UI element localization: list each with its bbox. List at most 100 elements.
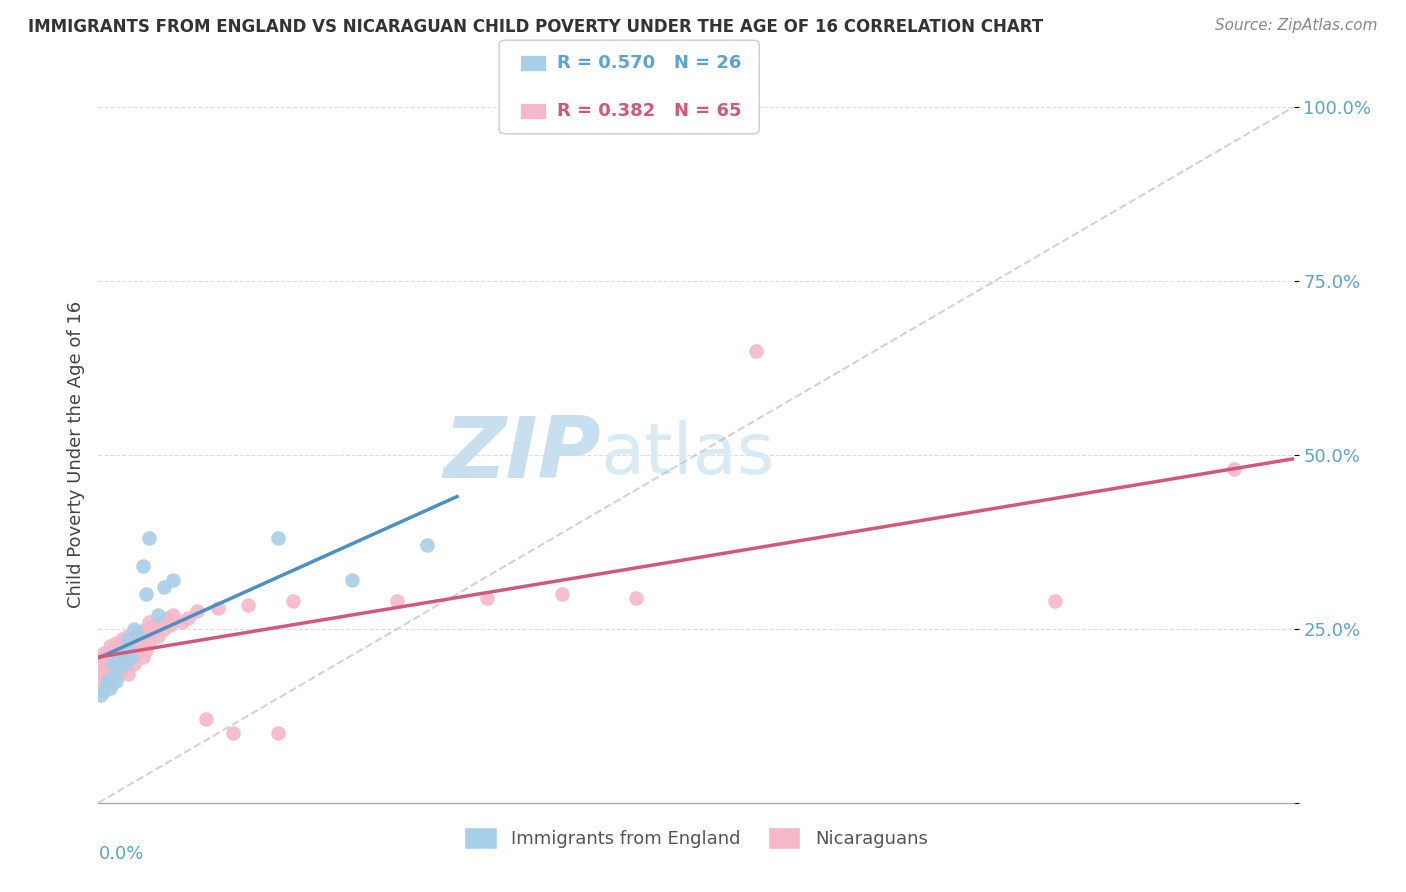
Point xyxy=(111,660,134,674)
Point xyxy=(267,532,290,546)
Point xyxy=(96,649,118,664)
Point xyxy=(135,642,157,657)
Point xyxy=(111,646,134,660)
Point xyxy=(129,642,152,657)
Point xyxy=(93,657,115,671)
Point xyxy=(108,653,131,667)
Point xyxy=(385,594,409,608)
Point xyxy=(103,657,125,671)
Point xyxy=(108,639,131,653)
Point xyxy=(105,674,128,689)
Point xyxy=(222,726,245,740)
Text: atlas: atlas xyxy=(600,420,775,490)
Point xyxy=(186,605,208,619)
Text: ZIP: ZIP xyxy=(443,413,600,497)
Point xyxy=(550,587,572,601)
Point xyxy=(626,591,648,605)
Point xyxy=(281,594,304,608)
Point xyxy=(127,625,149,640)
Point xyxy=(177,611,200,625)
Point xyxy=(114,657,136,671)
Point xyxy=(153,622,176,636)
Point xyxy=(96,674,118,689)
Point xyxy=(103,657,125,671)
Point xyxy=(108,649,131,664)
Point xyxy=(162,573,184,587)
Point xyxy=(117,632,139,647)
Point xyxy=(117,629,139,643)
Point xyxy=(105,649,128,664)
Point xyxy=(416,538,439,552)
Point xyxy=(124,657,146,671)
Point xyxy=(127,646,149,660)
Point xyxy=(117,667,139,681)
Point xyxy=(98,639,122,653)
Point xyxy=(111,632,134,647)
Point xyxy=(745,343,768,358)
Point xyxy=(127,629,149,643)
Point xyxy=(153,580,176,594)
Point xyxy=(172,615,194,629)
Point xyxy=(108,660,131,674)
Point xyxy=(103,671,125,685)
Point xyxy=(108,667,131,681)
Point xyxy=(105,636,128,650)
Point xyxy=(124,622,146,636)
Point xyxy=(117,642,139,657)
Point xyxy=(148,607,170,622)
Point xyxy=(105,664,128,678)
Point xyxy=(138,532,160,546)
Text: IMMIGRANTS FROM ENGLAND VS NICARAGUAN CHILD POVERTY UNDER THE AGE OF 16 CORRELAT: IMMIGRANTS FROM ENGLAND VS NICARAGUAN CH… xyxy=(28,18,1043,36)
Point xyxy=(267,726,290,740)
Point xyxy=(1043,594,1066,608)
Point xyxy=(236,598,259,612)
Legend: Immigrants from England, Nicaraguans: Immigrants from England, Nicaraguans xyxy=(457,820,935,856)
Point xyxy=(93,684,115,698)
Point xyxy=(138,636,160,650)
Point xyxy=(120,636,142,650)
Point xyxy=(120,649,142,664)
Text: Source: ZipAtlas.com: Source: ZipAtlas.com xyxy=(1215,18,1378,33)
Point xyxy=(475,591,498,605)
Y-axis label: Child Poverty Under the Age of 16: Child Poverty Under the Age of 16 xyxy=(66,301,84,608)
Point xyxy=(114,657,136,671)
Point xyxy=(148,629,170,643)
Point xyxy=(96,671,118,685)
Point xyxy=(90,674,112,689)
Point xyxy=(124,639,146,653)
Point xyxy=(98,681,122,695)
Point xyxy=(135,622,157,636)
Point xyxy=(141,625,163,640)
Point xyxy=(93,646,115,660)
Point xyxy=(207,601,229,615)
Point xyxy=(98,653,122,667)
Point xyxy=(1223,462,1246,476)
Point xyxy=(143,618,166,632)
Point xyxy=(138,615,160,629)
Point xyxy=(103,674,125,689)
Point xyxy=(117,653,139,667)
Point xyxy=(342,573,364,587)
Text: R = 0.570   N = 26: R = 0.570 N = 26 xyxy=(557,54,741,72)
Point xyxy=(156,611,179,625)
Point xyxy=(93,667,115,681)
Point xyxy=(150,615,173,629)
Point xyxy=(96,677,118,691)
Point xyxy=(103,642,125,657)
Point xyxy=(132,649,155,664)
Point xyxy=(162,607,184,622)
Point xyxy=(114,642,136,657)
Point xyxy=(90,688,112,702)
Point xyxy=(132,559,155,574)
Point xyxy=(90,660,112,674)
Point xyxy=(135,587,157,601)
Point xyxy=(195,712,218,726)
Point xyxy=(132,632,155,647)
Text: 0.0%: 0.0% xyxy=(98,845,143,863)
Point xyxy=(159,618,181,632)
Point xyxy=(111,646,134,660)
Text: R = 0.382   N = 65: R = 0.382 N = 65 xyxy=(557,102,741,120)
Point xyxy=(120,649,142,664)
Point xyxy=(98,664,122,678)
Point xyxy=(129,625,152,640)
